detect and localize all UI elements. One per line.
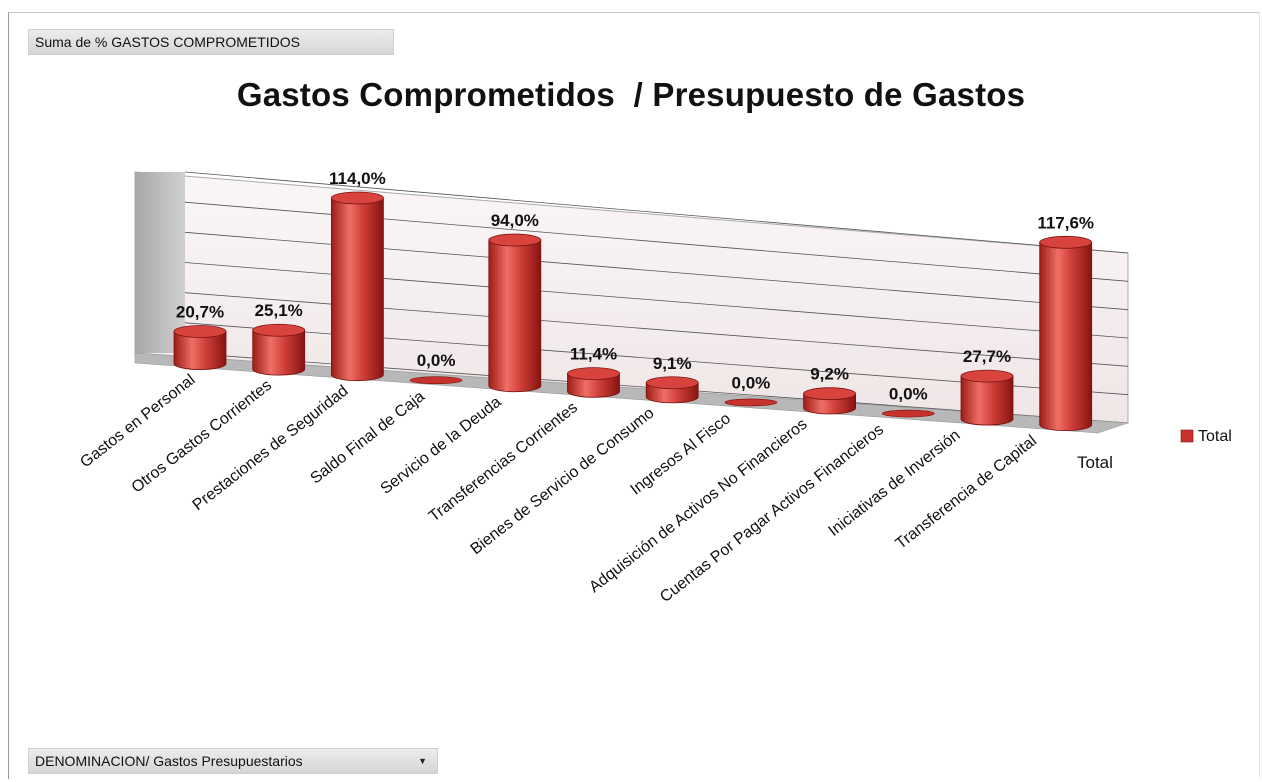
depth-axis-label: Total bbox=[1077, 453, 1113, 472]
bar bbox=[252, 323, 306, 376]
bar-value-label: 27,7% bbox=[963, 347, 1011, 366]
bar-top bbox=[330, 191, 384, 205]
legend-swatch bbox=[1180, 429, 1194, 443]
side-wall bbox=[135, 172, 185, 353]
category-label: Prestaciones de Seguridad bbox=[190, 382, 352, 514]
bar-top bbox=[173, 325, 227, 338]
bar bbox=[1039, 235, 1093, 432]
bar-body bbox=[1039, 241, 1093, 432]
bar-value-label: 0,0% bbox=[732, 373, 771, 392]
bar-value-label: 114,0% bbox=[329, 169, 386, 188]
category-label: Transferencia de Capital bbox=[893, 432, 1040, 552]
chart-bars bbox=[173, 191, 1093, 432]
bar-top bbox=[881, 409, 935, 418]
chart-title: Gastos Comprometidos / Presupuesto de Ga… bbox=[236, 76, 1026, 113]
bar-value-label: 25,1% bbox=[255, 301, 303, 320]
bar-body bbox=[331, 197, 384, 382]
bar-top bbox=[724, 398, 778, 407]
bar-top bbox=[567, 367, 620, 381]
bar bbox=[409, 376, 463, 385]
bar-body bbox=[252, 329, 306, 376]
category-label: Bienes de Servicio de Consumo bbox=[468, 405, 658, 559]
bar-value-label: 20,7% bbox=[176, 302, 224, 321]
chart-legend: Total bbox=[1180, 428, 1232, 445]
bar bbox=[881, 409, 935, 418]
category-label: Transferencias Corrientes bbox=[426, 399, 581, 525]
bar-value-label: 94,0% bbox=[491, 211, 539, 230]
bar bbox=[645, 376, 699, 404]
bar-value-label: 9,1% bbox=[653, 354, 692, 373]
bar-body bbox=[173, 331, 227, 370]
bar-body bbox=[488, 239, 542, 393]
bar-body bbox=[960, 375, 1014, 426]
chart-frame bbox=[8, 12, 1260, 779]
bar-top bbox=[252, 323, 306, 337]
bar-top bbox=[645, 376, 699, 390]
bar-value-label: 11,4% bbox=[570, 345, 617, 364]
bar-top bbox=[803, 387, 856, 401]
bar-body bbox=[567, 373, 620, 398]
bar bbox=[724, 398, 778, 407]
bar-value-label: 9,2% bbox=[810, 365, 849, 384]
bar bbox=[173, 325, 227, 370]
bar-value-label: 117,6% bbox=[1037, 213, 1094, 232]
dropdown-arrow-icon: ▼ bbox=[418, 756, 427, 766]
bar-top bbox=[1039, 235, 1093, 249]
legend-entry-label: Total bbox=[1198, 428, 1232, 445]
bar-value-label: 0,0% bbox=[417, 351, 456, 370]
gridline bbox=[184, 171, 1129, 254]
bar-top bbox=[409, 376, 463, 385]
bar-top bbox=[488, 233, 542, 247]
value-field-label: Suma de % GASTOS COMPROMETIDOS bbox=[35, 34, 301, 50]
bar bbox=[330, 191, 384, 382]
bar-value-label: 0,0% bbox=[889, 385, 928, 404]
bar bbox=[488, 233, 542, 393]
bar-top bbox=[960, 369, 1014, 383]
category-filter-button[interactable]: DENOMINACION/ Gastos Presupuestarios ▼ bbox=[28, 748, 438, 774]
bar bbox=[960, 369, 1014, 426]
bar bbox=[567, 367, 620, 398]
category-label: Otros Gastos Corrientes bbox=[129, 377, 275, 497]
value-field-button[interactable]: Suma de % GASTOS COMPROMETIDOS bbox=[28, 29, 394, 55]
bar bbox=[803, 387, 856, 415]
category-filter-label: DENOMINACION/ Gastos Presupuestarios bbox=[35, 753, 303, 769]
chart-value-labels: 20,7% 25,1% 114,0% 0,0% 94,0% 11,4% 9,1% 0,0% 9,… bbox=[176, 169, 1094, 404]
